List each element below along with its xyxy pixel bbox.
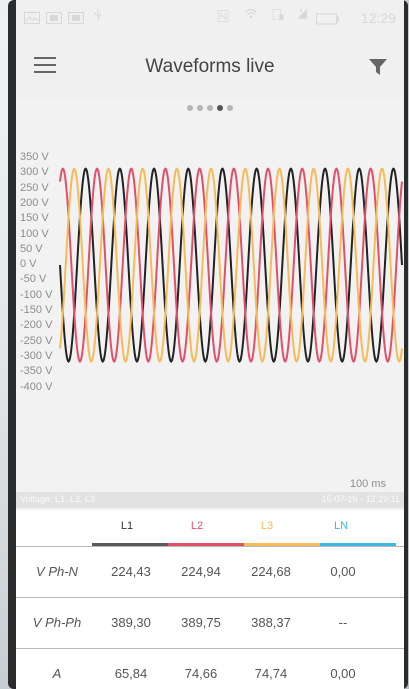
x-axis-unit-label: 100 ms (349, 478, 386, 490)
header-ln: LN (333, 520, 349, 532)
app-bar: Waveforms live (16, 36, 404, 98)
y-tick-label: -250 V (20, 334, 53, 347)
page-dot[interactable] (197, 105, 203, 111)
cell-l3: 224,68 (251, 564, 291, 579)
page-dot-active[interactable] (217, 105, 223, 111)
cell-l2: 389,75 (181, 615, 221, 630)
page-indicator[interactable] (16, 98, 404, 114)
cell-l1: 389,30 (111, 615, 151, 630)
y-tick-label: -300 V (20, 349, 53, 362)
status-bar: 12:29 (16, 0, 404, 36)
y-tick-label: 0 V (20, 258, 37, 271)
y-tick-label: -350 V (20, 365, 53, 378)
cell-l2: 224,94 (181, 564, 221, 579)
chart-info-bar: Voltage: L1, L2, L3 15-07-16 - 12:29:11 (16, 492, 404, 508)
row-label: A (52, 666, 62, 681)
measurement-table: L1 L2 L3 LN V Ph-N 224,43 224,94 224,68 … (16, 510, 404, 689)
y-tick-label: 300 V (20, 166, 49, 179)
header-l2-bar (168, 543, 244, 546)
waveform-plot (59, 167, 403, 363)
y-tick-label: -200 V (20, 319, 53, 332)
sim-icon (272, 9, 284, 21)
table-row: A 65,84 74,66 74,74 0,00 (16, 648, 404, 689)
chart-series-info: Voltage: L1, L2, L3 (20, 494, 96, 504)
table-header: L1 L2 L3 LN (16, 510, 404, 546)
usb-icon (94, 9, 102, 21)
header-l1: L1 (120, 520, 134, 532)
hamburger-menu-icon[interactable] (34, 57, 56, 73)
cell-ln: 0,00 (330, 666, 356, 681)
y-tick-label: 50 V (20, 242, 43, 255)
y-tick-label: -50 V (20, 273, 47, 286)
header-l3-bar (244, 543, 320, 546)
cell-ln: -- (338, 615, 348, 630)
series-line-l1 (59, 167, 403, 363)
cell-l3: 74,74 (254, 666, 288, 681)
gallery-icon (46, 12, 62, 24)
screen: 12:29 Waveforms live 350 V 300 V 250 V 200 … (16, 0, 404, 689)
table-row: V Ph-N 224,43 224,94 224,68 0,00 (16, 546, 404, 597)
cell-ln: 0,00 (330, 564, 356, 579)
signal-icon (297, 8, 307, 19)
y-tick-label: -150 V (20, 304, 53, 316)
header-l1-bar (92, 543, 168, 546)
row-label: V Ph-N (36, 564, 78, 579)
series-line-l3 (59, 167, 403, 363)
waveform-chart: 350 V 300 V 250 V 200 V 150 V 100 V 50 V 0 V -50… (16, 118, 404, 493)
row-label: V Ph-Ph (32, 615, 82, 630)
cell-l1: 224,43 (111, 564, 151, 579)
series-line-l2 (59, 167, 403, 363)
image-icon (24, 12, 40, 24)
header-l2: L2 (190, 520, 204, 532)
battery-icon (316, 13, 339, 25)
wifi-icon (245, 9, 257, 19)
page-dot[interactable] (187, 105, 193, 111)
header-ln-bar (320, 543, 396, 546)
page-dot[interactable] (227, 105, 233, 111)
header-l3: L3 (260, 520, 274, 532)
y-tick-label: 350 V (20, 151, 49, 163)
page-dot[interactable] (207, 105, 213, 111)
y-tick-label: 250 V (20, 181, 49, 194)
cell-l3: 388,37 (251, 615, 291, 630)
filter-icon[interactable] (368, 58, 388, 76)
clock: 12:29 (360, 10, 396, 26)
cell-l2: 74,66 (184, 666, 218, 681)
y-tick-label: 150 V (20, 212, 49, 225)
chart-timestamp: 15-07-16 - 12:29:11 (321, 494, 400, 504)
y-tick-label: -100 V (20, 288, 53, 301)
cell-l1: 65,84 (114, 666, 148, 681)
nfc-icon (217, 10, 229, 22)
y-tick-label: 200 V (20, 196, 49, 209)
y-tick-label: -400 V (20, 380, 53, 393)
page-title: Waveforms live (145, 56, 275, 77)
table-row: V Ph-Ph 389,30 389,75 388,37 -- (16, 597, 404, 648)
gallery-icon-2 (68, 12, 84, 24)
y-tick-label: 100 V (20, 227, 49, 240)
